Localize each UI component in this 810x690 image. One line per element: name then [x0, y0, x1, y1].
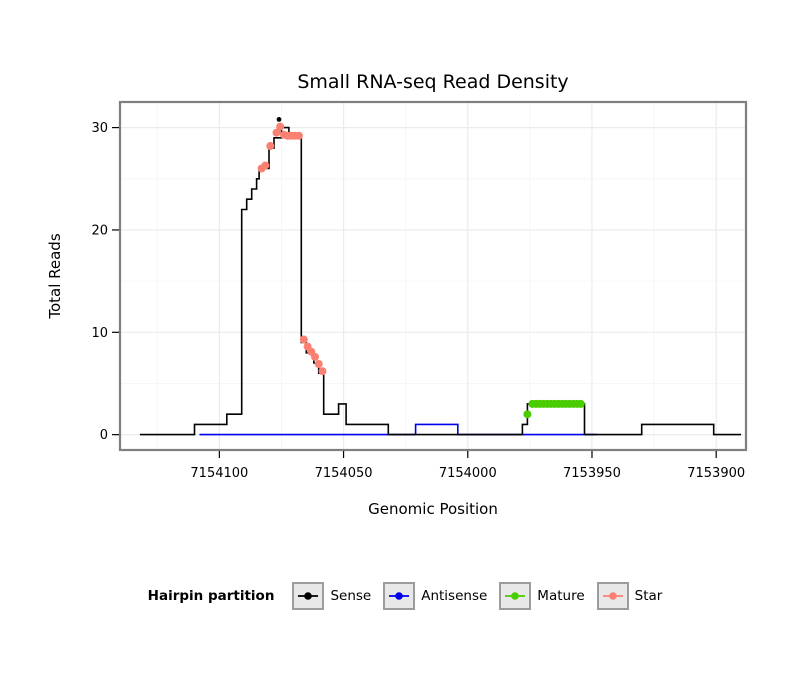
series-point-mature [576, 399, 585, 408]
legend-label-star: Star [634, 588, 663, 604]
panel-border [118, 100, 748, 452]
x-tick-label: 7154050 [315, 466, 373, 481]
x-axis-label: Genomic Position [368, 500, 498, 518]
legend-label-mature: Mature [537, 588, 585, 604]
y-tick-label: 20 [91, 223, 108, 238]
legend-items: Sense Antisense Mature Star [291, 581, 662, 611]
chart-title: Small RNA-seq Read Density [297, 71, 569, 93]
legend-label-sense: Sense [330, 588, 372, 604]
series-point-star [318, 367, 327, 376]
x-tick-label: 7154000 [439, 466, 497, 481]
series-line-antisense [199, 423, 597, 436]
legend-title: Hairpin partition [147, 588, 275, 604]
series-point-star [276, 122, 285, 131]
legend-key-mature-icon [499, 582, 532, 610]
y-tick-label: 0 [100, 428, 108, 443]
series-point-star [314, 360, 323, 368]
legend-item-star: Star [596, 581, 663, 611]
series-point-star [266, 142, 275, 150]
series-point-star [272, 128, 281, 137]
x-tick-label: 7153900 [687, 466, 745, 481]
legend-item-mature: Mature [498, 581, 585, 611]
series-point-star [311, 352, 319, 361]
read-density-plot: 7154100 7154050 7154000 7153950 7153900 0 10 20… [91, 100, 748, 481]
series-point-sense [276, 117, 282, 122]
x-tick-label: 7153950 [563, 466, 621, 481]
series-point-star [261, 161, 270, 170]
legend-item-sense: Sense [291, 581, 371, 611]
y-tick-label: 10 [91, 326, 108, 341]
legend-key-antisense-icon [383, 582, 416, 610]
legend: Hairpin partition Sense Antisense Mature St… [0, 581, 810, 611]
legend-key-sense-icon [292, 582, 325, 610]
series-point-star [299, 335, 308, 344]
y-tick-label: 30 [91, 121, 108, 136]
series-point-mature [523, 410, 532, 419]
series-point-star [294, 131, 303, 140]
legend-item-antisense: Antisense [382, 581, 487, 611]
legend-key-star-icon [596, 582, 629, 610]
legend-label-antisense: Antisense [421, 588, 488, 604]
x-tick-label: 7154100 [190, 466, 248, 481]
